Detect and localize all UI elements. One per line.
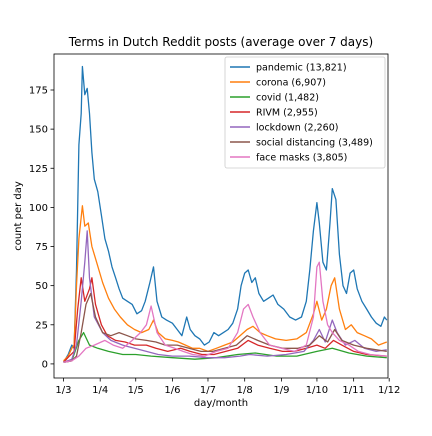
y-tick-label-6: 150: [29, 125, 48, 136]
legend: pandemic (13,821) corona (6,907) covid (1,…: [224, 56, 386, 169]
y-tick-label-0: 0: [42, 359, 48, 370]
x-tick-label-2: 1/5: [128, 385, 144, 396]
legend-label-4: lockdown (2,260): [256, 123, 338, 134]
series-line-0: [62, 65, 388, 363]
series-line-5: [63, 292, 387, 363]
x-tick-label-8: 1/11: [342, 385, 364, 396]
y-tick-label-3: 75: [35, 242, 48, 253]
series-line-2: [63, 331, 387, 363]
series-layer: [62, 65, 388, 363]
legend-label-6: face masks (3,805): [256, 153, 347, 164]
y-tick-label-4: 100: [29, 203, 48, 214]
x-tick-label-0: 1/3: [55, 385, 71, 396]
legend-label-1: corona (6,907): [256, 78, 326, 89]
series-line-4: [63, 230, 387, 363]
y-tick-label-7: 175: [29, 86, 48, 97]
legend-label-2: covid (1,482): [256, 93, 319, 104]
x-tick-label-7: 1/10: [306, 385, 328, 396]
x-tick-label-1: 1/4: [92, 385, 108, 396]
axis-layer: 1/3 1/4 1/5 1/6 1/7 1/8 1/9 1/10 1/11 1/12 0 25 50 75…: [29, 86, 401, 397]
x-tick-label-3: 1/6: [164, 385, 180, 396]
series-line-1: [63, 205, 388, 362]
x-tick-label-6: 1/9: [273, 385, 289, 396]
x-axis-label: day/month: [194, 398, 248, 409]
y-axis-label: count per day: [13, 181, 24, 251]
x-tick-label-4: 1/7: [200, 385, 216, 396]
chart-title: Terms in Dutch Reddit posts (average ove…: [68, 35, 373, 49]
y-tick-label-2: 50: [35, 281, 48, 292]
x-tick-label-9: 1/12: [378, 385, 400, 396]
legend-label-5: social distancing (3,489): [256, 138, 373, 149]
legend-label-0: pandemic (13,821): [256, 63, 347, 74]
plot-frame: [53, 53, 389, 379]
legend-box: [224, 56, 386, 169]
series-line-6: [63, 261, 387, 363]
legend-label-3: RIVM (2,955): [256, 108, 318, 119]
x-tick-label-5: 1/8: [237, 385, 253, 396]
y-tick-label-5: 125: [29, 164, 48, 175]
y-tick-label-1: 25: [35, 320, 48, 331]
series-line-3: [63, 277, 387, 363]
